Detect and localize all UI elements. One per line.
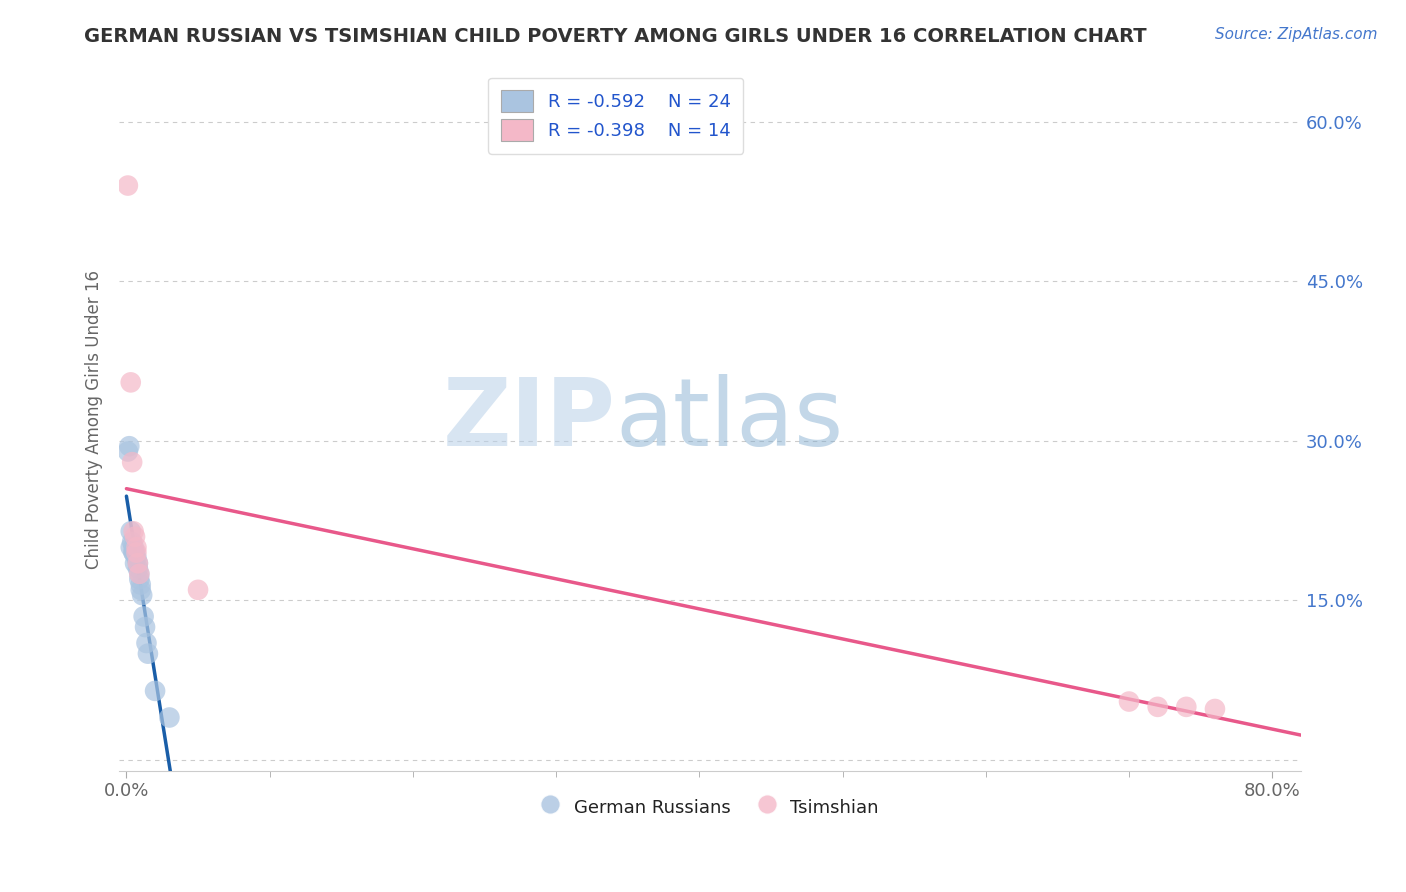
Point [124, 530, 146, 544]
Point [122, 545, 145, 559]
Y-axis label: Child Poverty Among Girls Under 16: Child Poverty Among Girls Under 16 [86, 270, 103, 569]
Point [128, 572, 150, 586]
Point [131, 588, 153, 602]
Point [134, 620, 156, 634]
Point [135, 636, 157, 650]
Point [128, 566, 150, 581]
Point [121, 455, 143, 469]
Point [124, 545, 146, 559]
Point [132, 609, 155, 624]
Point [125, 550, 148, 565]
Point [1175, 699, 1198, 714]
Point [143, 684, 166, 698]
Point [117, 444, 139, 458]
Point [121, 535, 143, 549]
Point [120, 376, 142, 390]
Point [117, 178, 139, 193]
Text: ZIP: ZIP [443, 374, 616, 466]
Point [129, 577, 152, 591]
Point [125, 541, 148, 555]
Point [122, 524, 145, 539]
Point [127, 556, 149, 570]
Text: Source: ZipAtlas.com: Source: ZipAtlas.com [1215, 27, 1378, 42]
Point [120, 541, 142, 555]
Point [187, 582, 209, 597]
Point [128, 566, 150, 581]
Point [122, 545, 145, 559]
Point [120, 524, 142, 539]
Point [122, 541, 145, 555]
Point [125, 545, 148, 559]
Point [127, 561, 149, 575]
Point [124, 556, 146, 570]
Point [127, 556, 149, 570]
Point [118, 439, 141, 453]
Legend: German Russians, Tsimshian: German Russians, Tsimshian [534, 789, 886, 825]
Point [1118, 694, 1140, 708]
Point [129, 582, 152, 597]
Point [1204, 702, 1226, 716]
Point [1146, 699, 1168, 714]
Point [157, 710, 180, 724]
Point [136, 647, 159, 661]
Text: GERMAN RUSSIAN VS TSIMSHIAN CHILD POVERTY AMONG GIRLS UNDER 16 CORRELATION CHART: GERMAN RUSSIAN VS TSIMSHIAN CHILD POVERT… [84, 27, 1147, 45]
Text: atlas: atlas [616, 374, 844, 466]
